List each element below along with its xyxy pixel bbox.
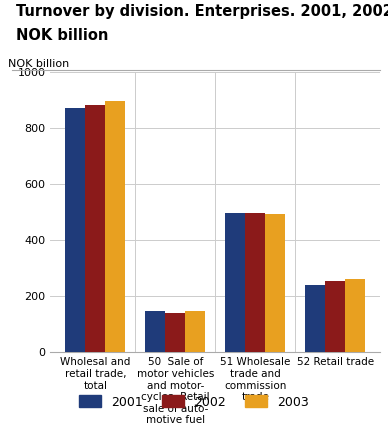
Bar [185,310,205,352]
Bar [146,310,165,352]
Bar [225,213,245,352]
Text: NOK billion: NOK billion [16,28,108,42]
Text: Turnover by division. Enterprises. 2001, 2002 and 2003.: Turnover by division. Enterprises. 2001,… [16,4,388,19]
Bar [66,109,85,352]
Bar [245,213,265,352]
Bar [106,101,125,352]
Text: NOK billion: NOK billion [8,59,69,69]
Bar [305,285,325,352]
Bar [85,105,106,352]
Bar [345,279,365,352]
Bar [165,313,185,352]
Legend: 2001, 2002, 2003: 2001, 2002, 2003 [74,390,314,413]
Bar [265,214,285,352]
Bar [325,282,345,352]
